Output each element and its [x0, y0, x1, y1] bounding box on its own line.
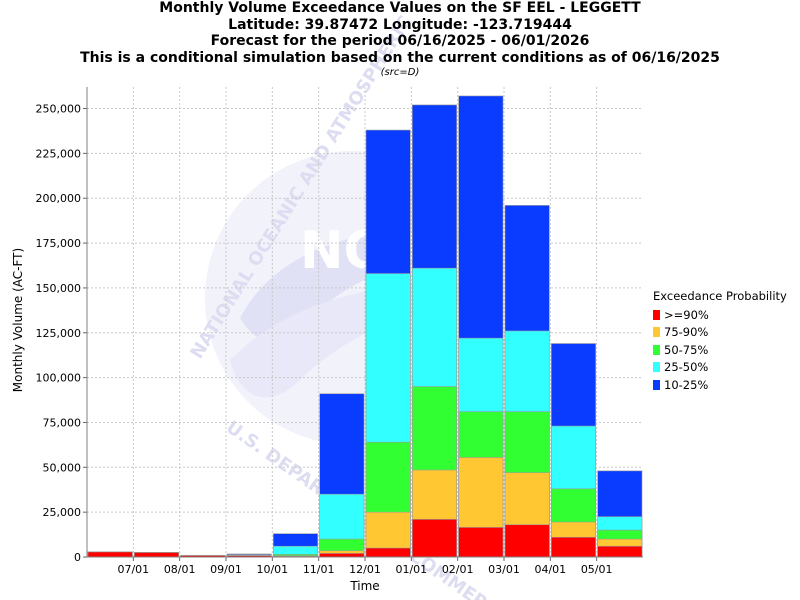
legend-item: 10-25%: [653, 376, 787, 394]
bar-segment-90: [458, 527, 504, 558]
bar-segment-90: [551, 536, 596, 558]
chart-period: Forecast for the period 06/16/2025 - 06/…: [210, 33, 590, 49]
legend-item: >=90%: [653, 306, 787, 324]
x-tick-label: 12/01: [349, 563, 381, 576]
axes-group: 0 25,000 50,000 75,000 100,000 125,000 150,000…: [36, 87, 643, 576]
bar-segment-90: [365, 547, 411, 558]
y-tick-label: 125,000: [36, 327, 82, 340]
x-tick-label: 11/01: [303, 563, 335, 576]
chart-note: This is a conditional simulation based o…: [80, 49, 720, 66]
legend-label: 10-25%: [664, 377, 709, 392]
bars-group: [87, 95, 643, 558]
legend-title: Exceedance Probability: [653, 289, 787, 303]
x-tick-label: 05/01: [581, 563, 613, 576]
y-tick-label: 0: [74, 551, 81, 564]
y-tick-label: 200,000: [36, 192, 82, 205]
x-tick-label: 09/01: [210, 563, 242, 576]
y-tick-label: 25,000: [43, 506, 82, 519]
chart-source: (src=D): [380, 67, 420, 78]
legend-label: 50-75%: [664, 342, 709, 357]
y-tick-label: 150,000: [36, 282, 82, 295]
legend-swatch-25-50: [653, 362, 660, 373]
x-tick-label: 07/01: [117, 563, 149, 576]
x-tick-label: 01/01: [395, 563, 427, 576]
x-tick-label: 04/01: [534, 563, 566, 576]
legend-swatch-90: [653, 309, 660, 320]
bar-segment-90: [504, 524, 550, 558]
y-tick-label: 175,000: [36, 237, 82, 250]
y-tick-label: 250,000: [36, 103, 82, 116]
legend-swatch-75-90: [653, 327, 660, 338]
legend: Exceedance Probability >=90% 75-90% 50-7…: [653, 289, 787, 394]
bar-segment-90: [87, 551, 133, 558]
legend-label: 25-50%: [664, 360, 709, 375]
bar-segment-90: [319, 553, 365, 558]
x-tick-label: 03/01: [488, 563, 520, 576]
x-tick-label: 02/01: [442, 563, 474, 576]
legend-swatch-50-75: [653, 344, 660, 355]
chart-title-block: Monthly Volume Exceedance Values on the …: [0, 0, 800, 80]
x-tick-label: 08/01: [164, 563, 196, 576]
y-axis-label: Monthly Volume (AC-FT): [11, 248, 25, 392]
grid-lines: [87, 87, 643, 557]
legend-swatch-10-25: [653, 379, 660, 390]
legend-label: 75-90%: [664, 325, 709, 340]
y-tick-label: 100,000: [36, 372, 82, 385]
legend-item: 50-75%: [653, 341, 787, 359]
y-tick-label: 75,000: [43, 416, 82, 429]
legend-label: >=90%: [664, 307, 709, 322]
legend-item: 25-50%: [653, 359, 787, 377]
x-axis-label: Time: [349, 579, 379, 593]
chart-location: Latitude: 39.87472 Longitude: -123.71944…: [228, 16, 572, 33]
legend-item: 75-90%: [653, 324, 787, 342]
y-tick-label: 50,000: [43, 461, 82, 474]
x-tick-label: 10/01: [256, 563, 288, 576]
bar-segment-90: [412, 519, 457, 558]
bar-segment-90: [134, 552, 179, 558]
y-tick-label: 225,000: [36, 147, 82, 160]
chart-title: Monthly Volume Exceedance Values on the …: [159, 0, 641, 16]
bar-segment-90: [597, 545, 643, 558]
